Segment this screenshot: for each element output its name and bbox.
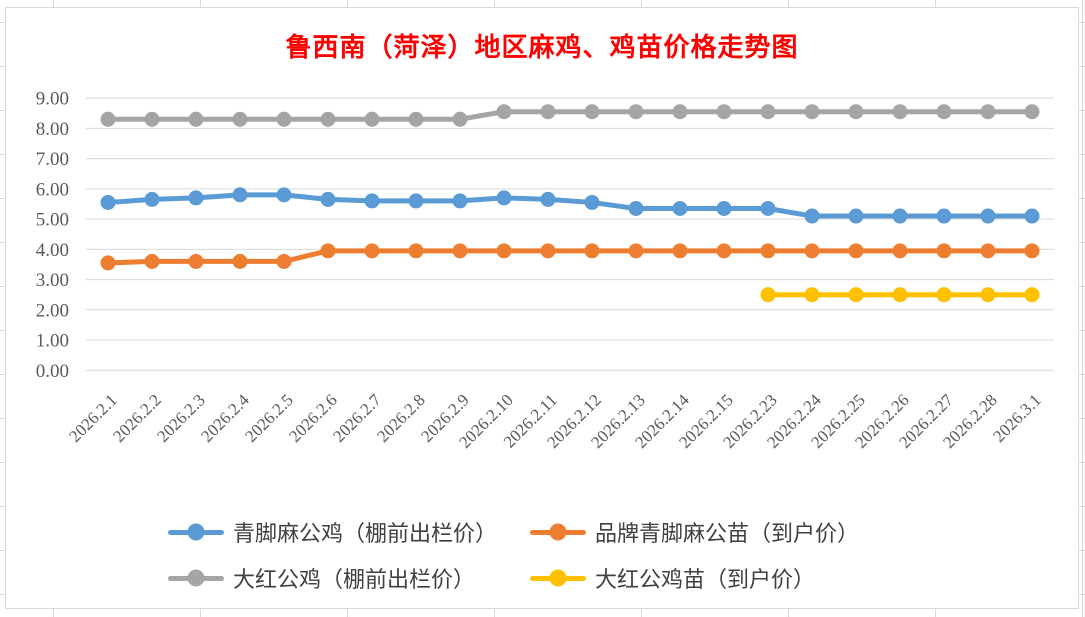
line-marker-icon (530, 523, 586, 541)
legend-item-dahong-chick: 大红公鸡苗（到户价） (530, 555, 859, 601)
line-marker-icon (168, 523, 224, 541)
chart-legend: 青脚麻公鸡（棚前出栏价） 品牌青脚麻公苗（到户价） 大红公鸡（棚前出栏价） 大红… (168, 509, 859, 601)
legend-item-dahong-rooster: 大红公鸡（棚前出栏价） (168, 555, 530, 601)
legend-label: 青脚麻公鸡（棚前出栏价） (233, 521, 498, 546)
legend-label: 品牌青脚麻公苗（到户价） (595, 521, 860, 546)
legend-item-brand-qingjiaoma-chick: 品牌青脚麻公苗（到户价） (530, 509, 859, 555)
legend-item-qingjiaoma-rooster: 青脚麻公鸡（棚前出栏价） (168, 509, 530, 555)
legend-label: 大红公鸡（棚前出栏价） (233, 567, 476, 592)
line-marker-icon (168, 569, 224, 587)
line-marker-icon (530, 569, 586, 587)
legend-label: 大红公鸡苗（到户价） (595, 567, 816, 592)
chart-title: 鲁西南（菏泽）地区麻鸡、鸡苗价格走势图 (285, 33, 799, 62)
